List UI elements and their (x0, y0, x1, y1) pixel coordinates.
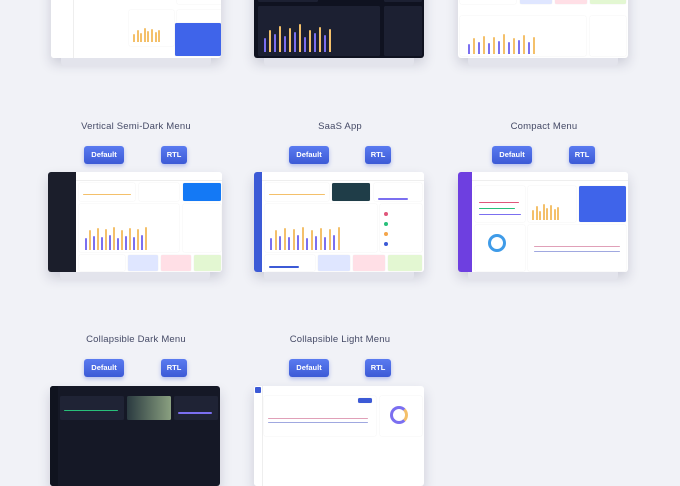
rtl-demo-button[interactable]: RTL (161, 146, 187, 164)
rtl-demo-button[interactable]: RTL (365, 146, 391, 164)
default-demo-button[interactable]: Default (84, 359, 124, 377)
rtl-demo-button[interactable]: RTL (569, 146, 595, 164)
preview-title: Collapsible Light Menu (289, 334, 391, 345)
preview-title: Vertical Semi-Dark Menu (81, 121, 191, 132)
default-demo-button[interactable]: Default (492, 146, 532, 164)
preview-shadow (468, 272, 618, 280)
rtl-demo-button[interactable]: RTL (161, 359, 187, 377)
preview-thumbnail-top-right[interactable] (458, 0, 628, 58)
preview-thumbnail-collapsible-dark[interactable] (50, 386, 220, 486)
preview-thumbnail-top-left[interactable] (51, 0, 221, 58)
preview-thumbnail-saas-app[interactable] (254, 172, 424, 272)
rtl-demo-button[interactable]: RTL (365, 359, 391, 377)
preview-thumbnail-top-center[interactable] (254, 0, 424, 58)
preview-shadow (61, 58, 211, 66)
default-demo-button[interactable]: Default (84, 146, 124, 164)
preview-shadow (264, 58, 414, 66)
preview-thumbnail-collapsible-light[interactable] (254, 386, 424, 486)
preview-title: Collapsible Dark Menu (86, 334, 186, 345)
default-demo-button[interactable]: Default (289, 146, 329, 164)
preview-title: SaaS App (318, 121, 362, 132)
preview-shadow (60, 272, 210, 280)
preview-shadow (468, 58, 618, 66)
preview-title: Compact Menu (510, 121, 578, 132)
preview-thumbnail-compact-menu[interactable] (458, 172, 628, 272)
preview-shadow (264, 272, 414, 280)
default-demo-button[interactable]: Default (289, 359, 329, 377)
preview-thumbnail-vertical-semi-dark[interactable] (48, 172, 222, 272)
